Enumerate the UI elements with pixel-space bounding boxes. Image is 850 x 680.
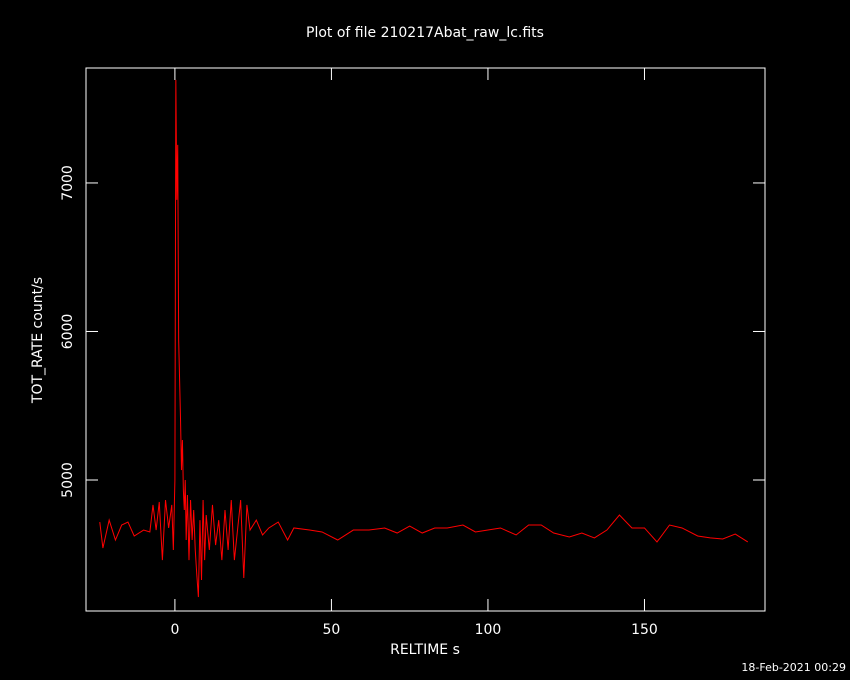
x-tick-label: 150 bbox=[631, 622, 658, 638]
y-tick-label: 6000 bbox=[60, 314, 76, 350]
x-tick-label: 100 bbox=[475, 622, 502, 638]
y-tick-label: 5000 bbox=[60, 462, 76, 498]
timestamp: 18-Feb-2021 00:29 bbox=[741, 661, 846, 674]
x-axis-label: RELTIME s bbox=[390, 642, 460, 658]
x-tick-label: 50 bbox=[323, 622, 341, 638]
plot-frame bbox=[85, 67, 766, 612]
x-tick-label: 0 bbox=[170, 622, 179, 638]
y-tick-label: 7000 bbox=[60, 165, 76, 201]
data-line bbox=[99, 79, 749, 598]
y-axis-label: TOT_RATE count/s bbox=[30, 277, 46, 404]
chart-title: Plot of file 210217Abat_raw_lc.fits bbox=[306, 25, 544, 41]
